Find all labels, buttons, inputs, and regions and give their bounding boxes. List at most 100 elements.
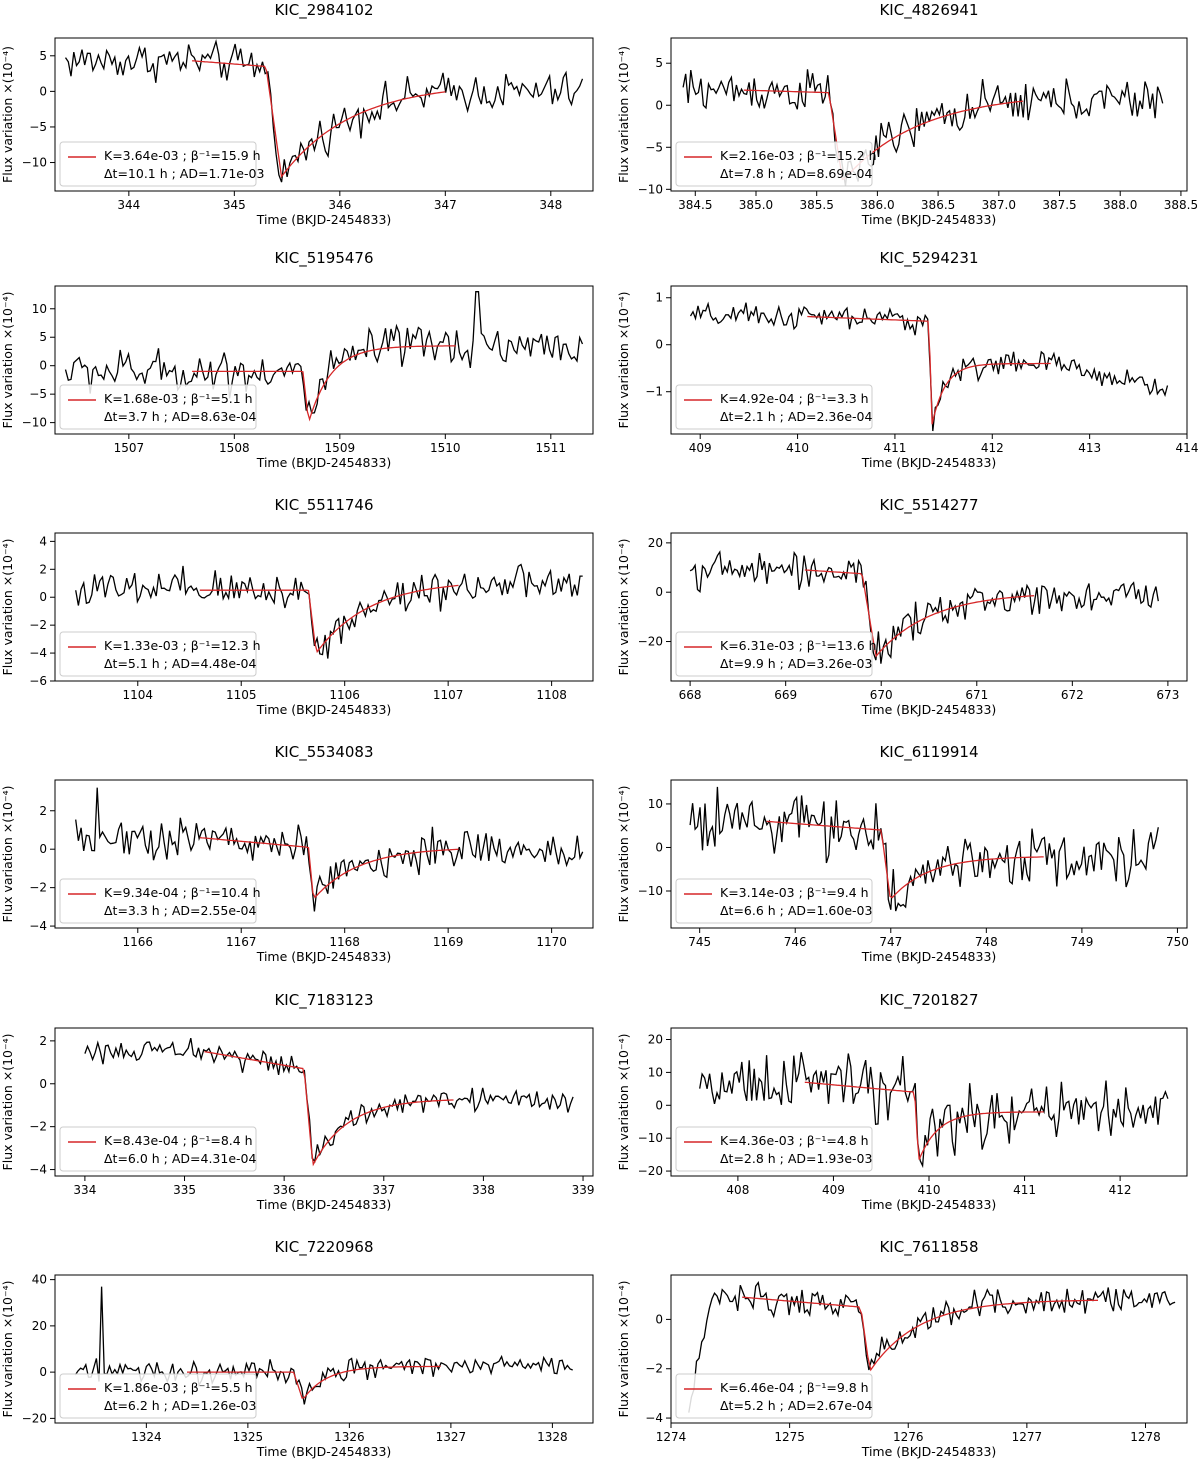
x-tick-label: 671 [965,688,988,702]
x-tick-label: 339 [572,1183,595,1197]
panel-kic_7611858: KIC_7611858 1274 1275 1276 1277 1278 0 −2 −4 Time… [616,1238,1188,1459]
y-tick-label: −20 [638,1164,663,1178]
panel-kic_5514277: KIC_5514277 668 669 670 671 672 673 20 0 −20 Time … [616,496,1188,717]
y-axis-label: Flux variation ×(10⁻⁴) [0,1281,15,1418]
panel-kic_7183123: KIC_7183123 334 335 336 337 338 339 2 0 −2 −4 Time … [0,991,594,1212]
x-tick-label: 1509 [325,441,356,455]
x-tick-label: 1275 [774,1430,805,1444]
x-tick-label: 409 [689,441,712,455]
legend: K=9.34e-04 ; β⁻¹=10.4 h Δt=3.3 h ; AD=2.5… [59,878,261,924]
axes-frame [670,285,1188,435]
x-axis-label: Time (BKJD-2454833) [861,212,997,227]
x-tick-label: 1328 [537,1430,568,1444]
axes-frame [670,779,1188,929]
x-tick-label: 385.5 [800,198,834,212]
y-tick-label: 0 [655,1312,663,1326]
panel-kic_7220968: KIC_7220968 1324 1325 1326 1327 1328 40 20 0 −20 T… [0,1238,594,1459]
legend-label-stats: Δt=6.2 h ; AD=1.26e-03 [104,1398,256,1413]
y-axis-label: Flux variation ×(10⁻⁴) [616,786,631,923]
legend-label-stats: Δt=3.7 h ; AD=8.63e-04 [104,409,256,424]
x-tick-label: 409 [822,1183,845,1197]
x-tick-label: 346 [328,198,351,212]
model-fit-line [204,1050,454,1167]
legend-box [59,141,257,187]
legend: K=8.43e-04 ; β⁻¹=8.4 h Δt=6.0 h ; AD=4.31… [59,1126,257,1172]
y-tick-label: −10 [638,884,663,898]
y-tick-label: 10 [32,302,47,316]
legend-box [675,1373,873,1419]
legend: K=6.31e-03 ; β⁻¹=13.6 h Δt=9.9 h ; AD=3.2… [675,631,877,677]
legend-label-fit: K=4.36e-03 ; β⁻¹=4.8 h [720,1133,869,1148]
y-tick-label: −20 [638,635,663,649]
legend-label-fit: K=9.34e-04 ; β⁻¹=10.4 h [104,885,261,900]
panel-kic_5534083: KIC_5534083 1166 1167 1168 1169 1170 2 0 −2 −4 Tim… [0,743,594,964]
y-tick-label: 5 [39,49,47,63]
y-tick-label: 10 [648,1065,663,1079]
x-tick-label: 1105 [226,688,257,702]
x-tick-label: 673 [1156,688,1179,702]
x-tick-label: 672 [1061,688,1084,702]
y-tick-label: 0 [655,338,663,352]
model-fit-line [743,89,1024,181]
legend-label-fit: K=6.31e-03 ; β⁻¹=13.6 h [720,638,877,653]
y-axis-label: Flux variation ×(10⁻⁴) [616,292,631,429]
y-axis-label: Flux variation ×(10⁻⁴) [616,46,631,183]
x-axis-label: Time (BKJD-2454833) [861,455,997,470]
x-tick-label: 387.5 [1042,198,1076,212]
x-axis-label: Time (BKJD-2454833) [256,1444,392,1459]
legend-label-fit: K=1.68e-03 ; β⁻¹=5.1 h [104,391,253,406]
flux-data-line [75,563,583,659]
model-fit-line [766,820,1044,899]
y-tick-label: 2 [39,562,47,576]
legend: K=3.64e-03 ; β⁻¹=15.9 h Δt=10.1 h ; AD=1.… [59,141,264,187]
model-fit-line [742,1296,1099,1372]
y-axis-label: Flux variation ×(10⁻⁴) [0,539,15,676]
y-axis-label: Flux variation ×(10⁻⁴) [616,1281,631,1418]
x-tick-label: 1510 [430,441,461,455]
chart-title: KIC_4826941 [879,1,978,20]
x-tick-label: 1167 [226,935,257,949]
panel-kic_7201827: KIC_7201827 408 409 410 411 412 20 10 0 −10 −20 Tim… [616,991,1188,1212]
y-tick-label: −5 [29,387,47,401]
legend: K=6.46e-04 ; β⁻¹=9.8 h Δt=5.2 h ; AD=2.67… [675,1373,873,1419]
x-tick-label: 1508 [219,441,250,455]
y-tick-label: −10 [22,416,47,430]
x-tick-label: 745 [688,935,711,949]
flux-data-line [689,550,1159,664]
flux-data-line [64,38,584,183]
axes-frame [54,285,594,435]
x-tick-label: 386.5 [921,198,955,212]
chart-title: KIC_7611858 [879,1238,978,1257]
legend: K=4.36e-03 ; β⁻¹=4.8 h Δt=2.8 h ; AD=1.93… [675,1126,873,1172]
x-tick-label: 1166 [122,935,153,949]
x-tick-label: 384.5 [678,198,712,212]
x-tick-label: 1507 [114,441,145,455]
legend: K=2.16e-03 ; β⁻¹=15.2 h Δt=7.8 h ; AD=8.6… [675,141,877,187]
legend-box [675,631,873,677]
y-tick-label: −2 [29,1120,47,1134]
y-tick-label: 0 [39,1365,47,1379]
model-fit-line [804,1081,1044,1160]
x-axis-label: Time (BKJD-2454833) [256,1197,392,1212]
chart-title: KIC_7183123 [274,991,373,1010]
legend-label-stats: Δt=5.2 h ; AD=2.67e-04 [720,1398,872,1413]
x-tick-label: 338 [472,1183,495,1197]
x-tick-label: 750 [1166,935,1189,949]
chart-title: KIC_6119914 [879,743,978,762]
x-tick-label: 1278 [1130,1430,1161,1444]
y-tick-label: 2 [39,1034,47,1048]
y-tick-label: 0 [39,84,47,98]
x-tick-label: 410 [918,1183,941,1197]
y-axis-label: Flux variation ×(10⁻⁴) [616,539,631,676]
panel-kic_5511746: KIC_5511746 1104 1105 1106 1107 1108 4 2 0 −2 −4 −6… [0,496,594,717]
axes-frame [54,532,594,682]
y-tick-label: −20 [22,1411,47,1425]
y-tick-label: 5 [39,330,47,344]
legend-label-stats: Δt=6.0 h ; AD=4.31e-04 [104,1151,256,1166]
x-tick-label: 345 [223,198,246,212]
legend-label-stats: Δt=10.1 h ; AD=1.71e-03 [104,166,264,181]
x-tick-label: 347 [434,198,457,212]
legend-label-fit: K=4.92e-04 ; β⁻¹=3.3 h [720,391,869,406]
legend-box [59,384,257,430]
